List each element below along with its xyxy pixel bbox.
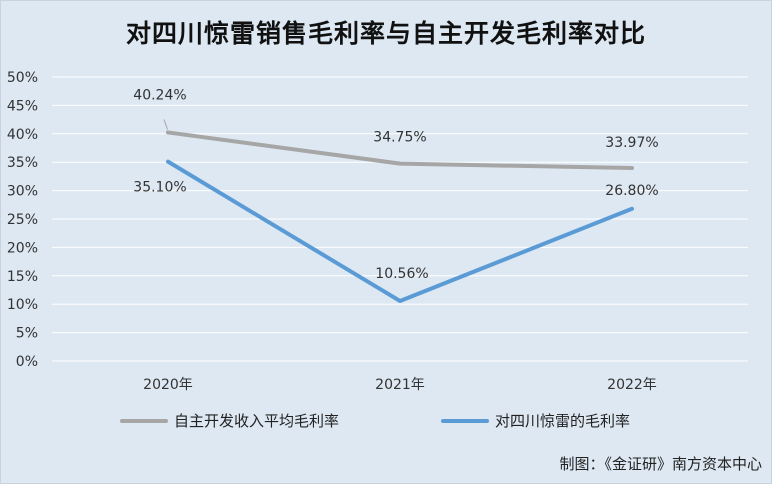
chart-title: 对四川惊雷销售毛利率与自主开发毛利率对比: [125, 19, 646, 48]
y-tick-label: 15%: [7, 269, 38, 285]
x-tick-label: 2022年: [607, 377, 657, 393]
series-line-2: [166, 159, 634, 304]
series-line-1: [166, 130, 634, 171]
source-note: 制图：《金证研》南方资本中心: [559, 455, 762, 473]
grid-lines: [52, 76, 748, 362]
y-tick-label: 45%: [7, 98, 38, 114]
y-tick-label: 40%: [7, 127, 38, 143]
x-tick-label: 2021年: [375, 377, 425, 393]
data-label: 40.24%: [133, 87, 186, 103]
x-tick-label: 2020年: [143, 377, 193, 393]
legend-label-1: 自主开发收入平均毛利率: [174, 412, 339, 430]
series-lines: [166, 130, 634, 304]
data-label: 33.97%: [605, 135, 658, 151]
y-tick-label: 50%: [7, 70, 38, 86]
y-axis-ticks: 0% 5% 10% 15% 20% 25% 30% 35% 40% 45% 50%: [7, 70, 38, 370]
legend: 自主开发收入平均毛利率 对四川惊雷的毛利率: [120, 412, 630, 430]
data-label: 26.80%: [605, 183, 658, 199]
legend-label-2: 对四川惊雷的毛利率: [495, 412, 630, 430]
data-label: 34.75%: [373, 130, 426, 146]
y-tick-label: 35%: [7, 155, 38, 171]
data-label: 10.56%: [375, 266, 428, 282]
y-tick-label: 25%: [7, 212, 38, 228]
y-tick-label: 10%: [7, 297, 38, 313]
y-tick-label: 30%: [7, 184, 38, 200]
y-tick-label: 5%: [16, 326, 38, 342]
label-leader-line: [163, 119, 168, 130]
data-labels: 40.24% 34.75% 33.97% 35.10% 10.56% 26.80%: [133, 87, 658, 282]
x-axis-ticks: 2020年 2021年 2022年: [143, 377, 657, 393]
y-tick-label: 20%: [7, 240, 38, 256]
data-label: 35.10%: [133, 180, 186, 196]
y-tick-label: 0%: [16, 354, 38, 370]
